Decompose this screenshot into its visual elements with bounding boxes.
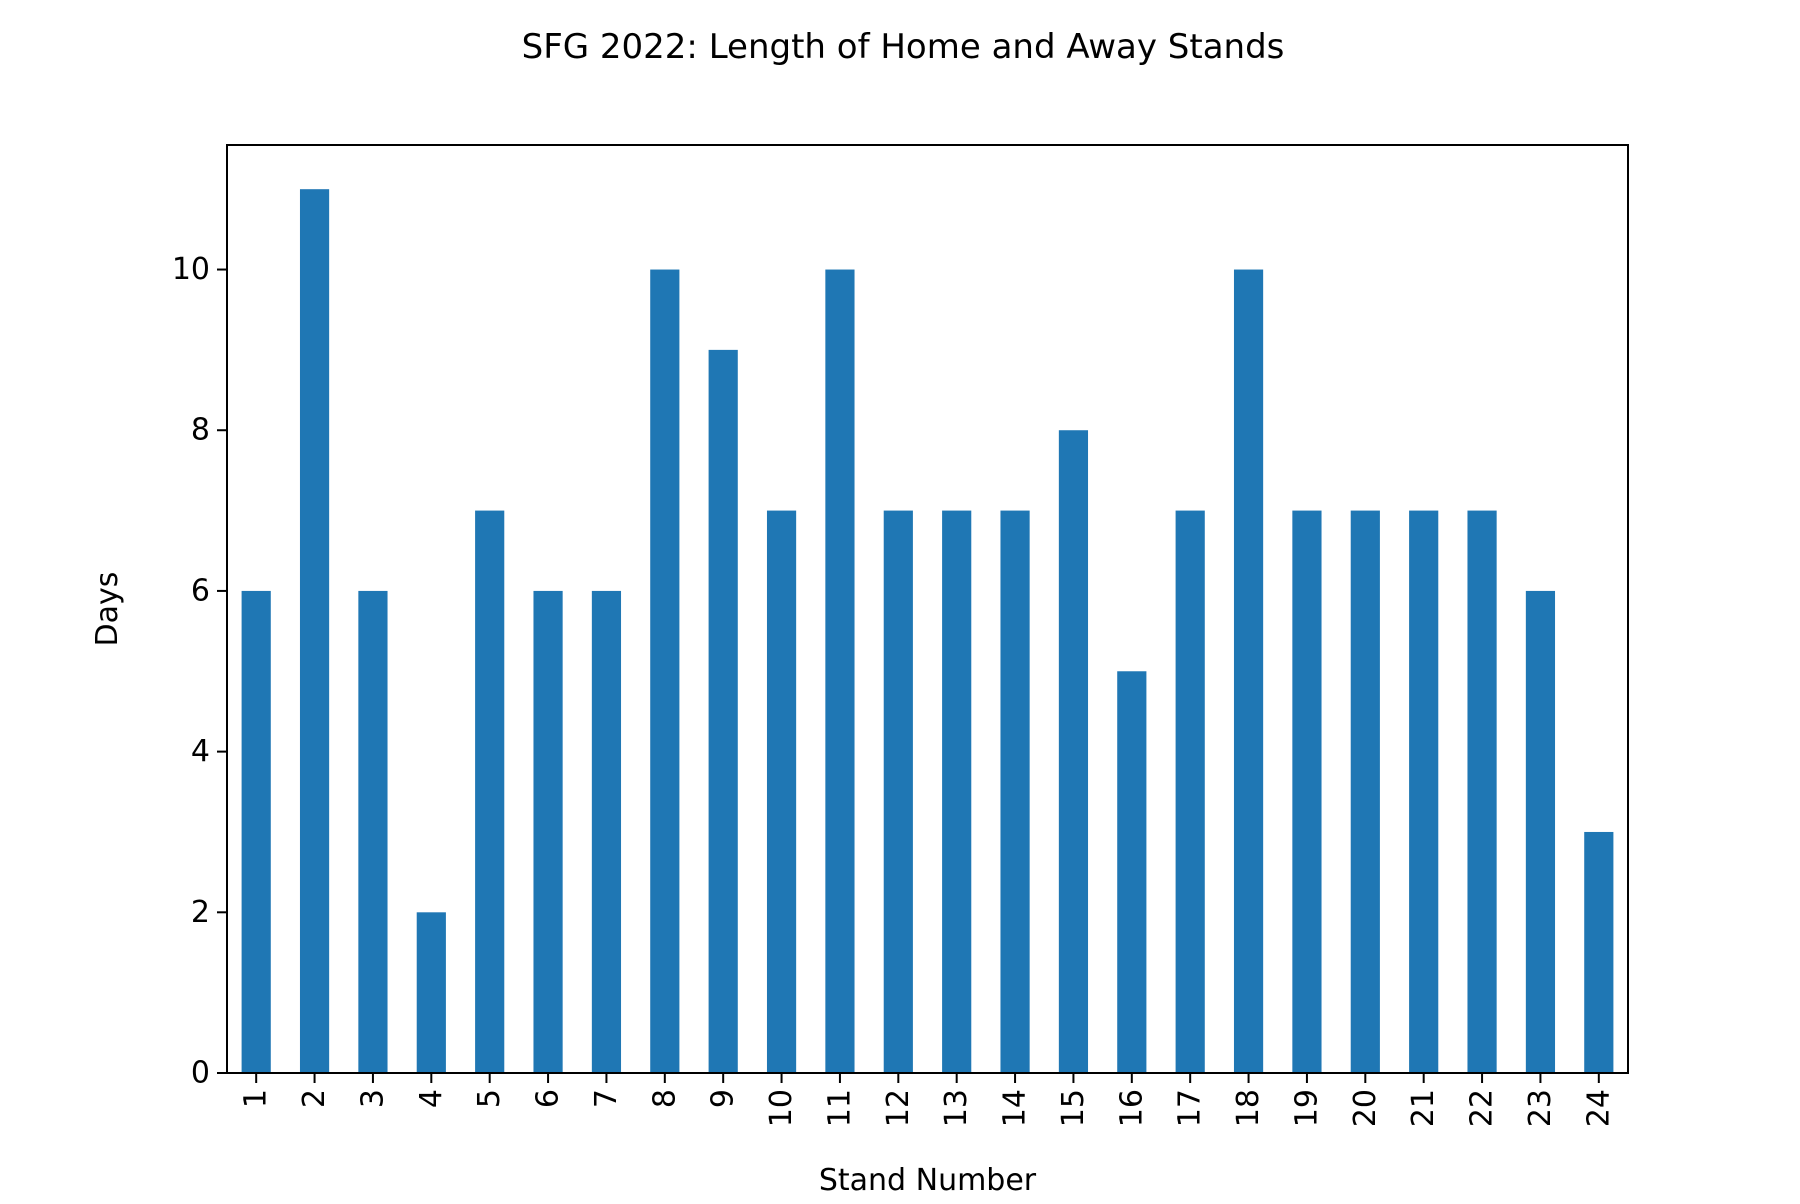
x-tick-label: 13 (939, 1089, 974, 1127)
x-tick-label: 18 (1231, 1089, 1266, 1127)
bars-group (241, 189, 1614, 1073)
bar-4 (416, 912, 446, 1073)
x-tick-label: 7 (589, 1089, 624, 1108)
y-tick-label: 10 (172, 252, 210, 287)
x-tick-label: 12 (881, 1089, 916, 1127)
bar-12 (883, 510, 913, 1073)
x-tick-label: 6 (531, 1089, 566, 1108)
bar-11 (825, 269, 855, 1073)
x-tick-label: 16 (1114, 1089, 1149, 1127)
y-axis-label: Days (90, 572, 125, 647)
x-tick-label: 1 (239, 1089, 274, 1108)
bar-24 (1584, 831, 1614, 1073)
x-tick-label: 5 (472, 1089, 507, 1108)
x-tick-label: 15 (1056, 1089, 1091, 1127)
x-tick-label: 11 (822, 1089, 857, 1127)
bar-3 (358, 590, 388, 1073)
bar-1 (241, 590, 271, 1073)
x-tick-label: 22 (1465, 1089, 1500, 1127)
bar-18 (1233, 269, 1264, 1073)
y-tick-label: 8 (191, 413, 210, 448)
x-tick-label: 2 (297, 1089, 332, 1108)
x-tick-label: 14 (998, 1089, 1033, 1127)
x-tick-label: 4 (414, 1089, 449, 1108)
x-tick-label: 9 (706, 1089, 741, 1108)
x-tick-label: 17 (1173, 1089, 1208, 1127)
y-tick-label: 6 (191, 573, 210, 608)
bar-20 (1350, 510, 1380, 1073)
x-tick-label: 19 (1289, 1089, 1324, 1127)
bar-21 (1409, 510, 1439, 1073)
x-tick-label: 10 (764, 1089, 799, 1127)
bar-2 (299, 189, 330, 1073)
bar-9 (708, 349, 738, 1073)
bar-8 (650, 269, 680, 1073)
bar-19 (1292, 510, 1322, 1073)
bar-6 (533, 590, 563, 1073)
bar-23 (1525, 590, 1556, 1073)
bar-15 (1058, 430, 1089, 1073)
x-axis: 1 2 3 4 5 6 7 8 9 10 11 12 13 14 15 16 17 18 19 20 21 22 23 24 (239, 1073, 1616, 1127)
y-axis: 0 2 4 6 8 10 (172, 252, 227, 1091)
x-tick-label: 24 (1581, 1089, 1616, 1127)
bar-5 (475, 510, 505, 1073)
x-tick-label: 21 (1406, 1089, 1441, 1127)
chart-title: SFG 2022: Length of Home and Away Stands (522, 27, 1285, 67)
bar-13 (942, 510, 972, 1073)
y-tick-label: 4 (191, 734, 210, 769)
y-tick-label: 2 (191, 895, 210, 930)
bar-22 (1467, 510, 1497, 1073)
x-tick-label: 23 (1523, 1089, 1558, 1127)
bar-17 (1175, 510, 1205, 1073)
bar-7 (591, 590, 622, 1073)
x-tick-label: 20 (1348, 1089, 1383, 1127)
x-tick-label: 3 (355, 1089, 390, 1108)
bar-10 (766, 510, 797, 1073)
y-tick-label: 0 (191, 1056, 210, 1091)
axes-frame (226, 144, 1629, 1074)
bar-16 (1117, 671, 1147, 1073)
x-tick-label: 8 (647, 1089, 682, 1108)
bar-14 (1000, 510, 1030, 1073)
x-axis-label: Stand Number (819, 1163, 1037, 1198)
